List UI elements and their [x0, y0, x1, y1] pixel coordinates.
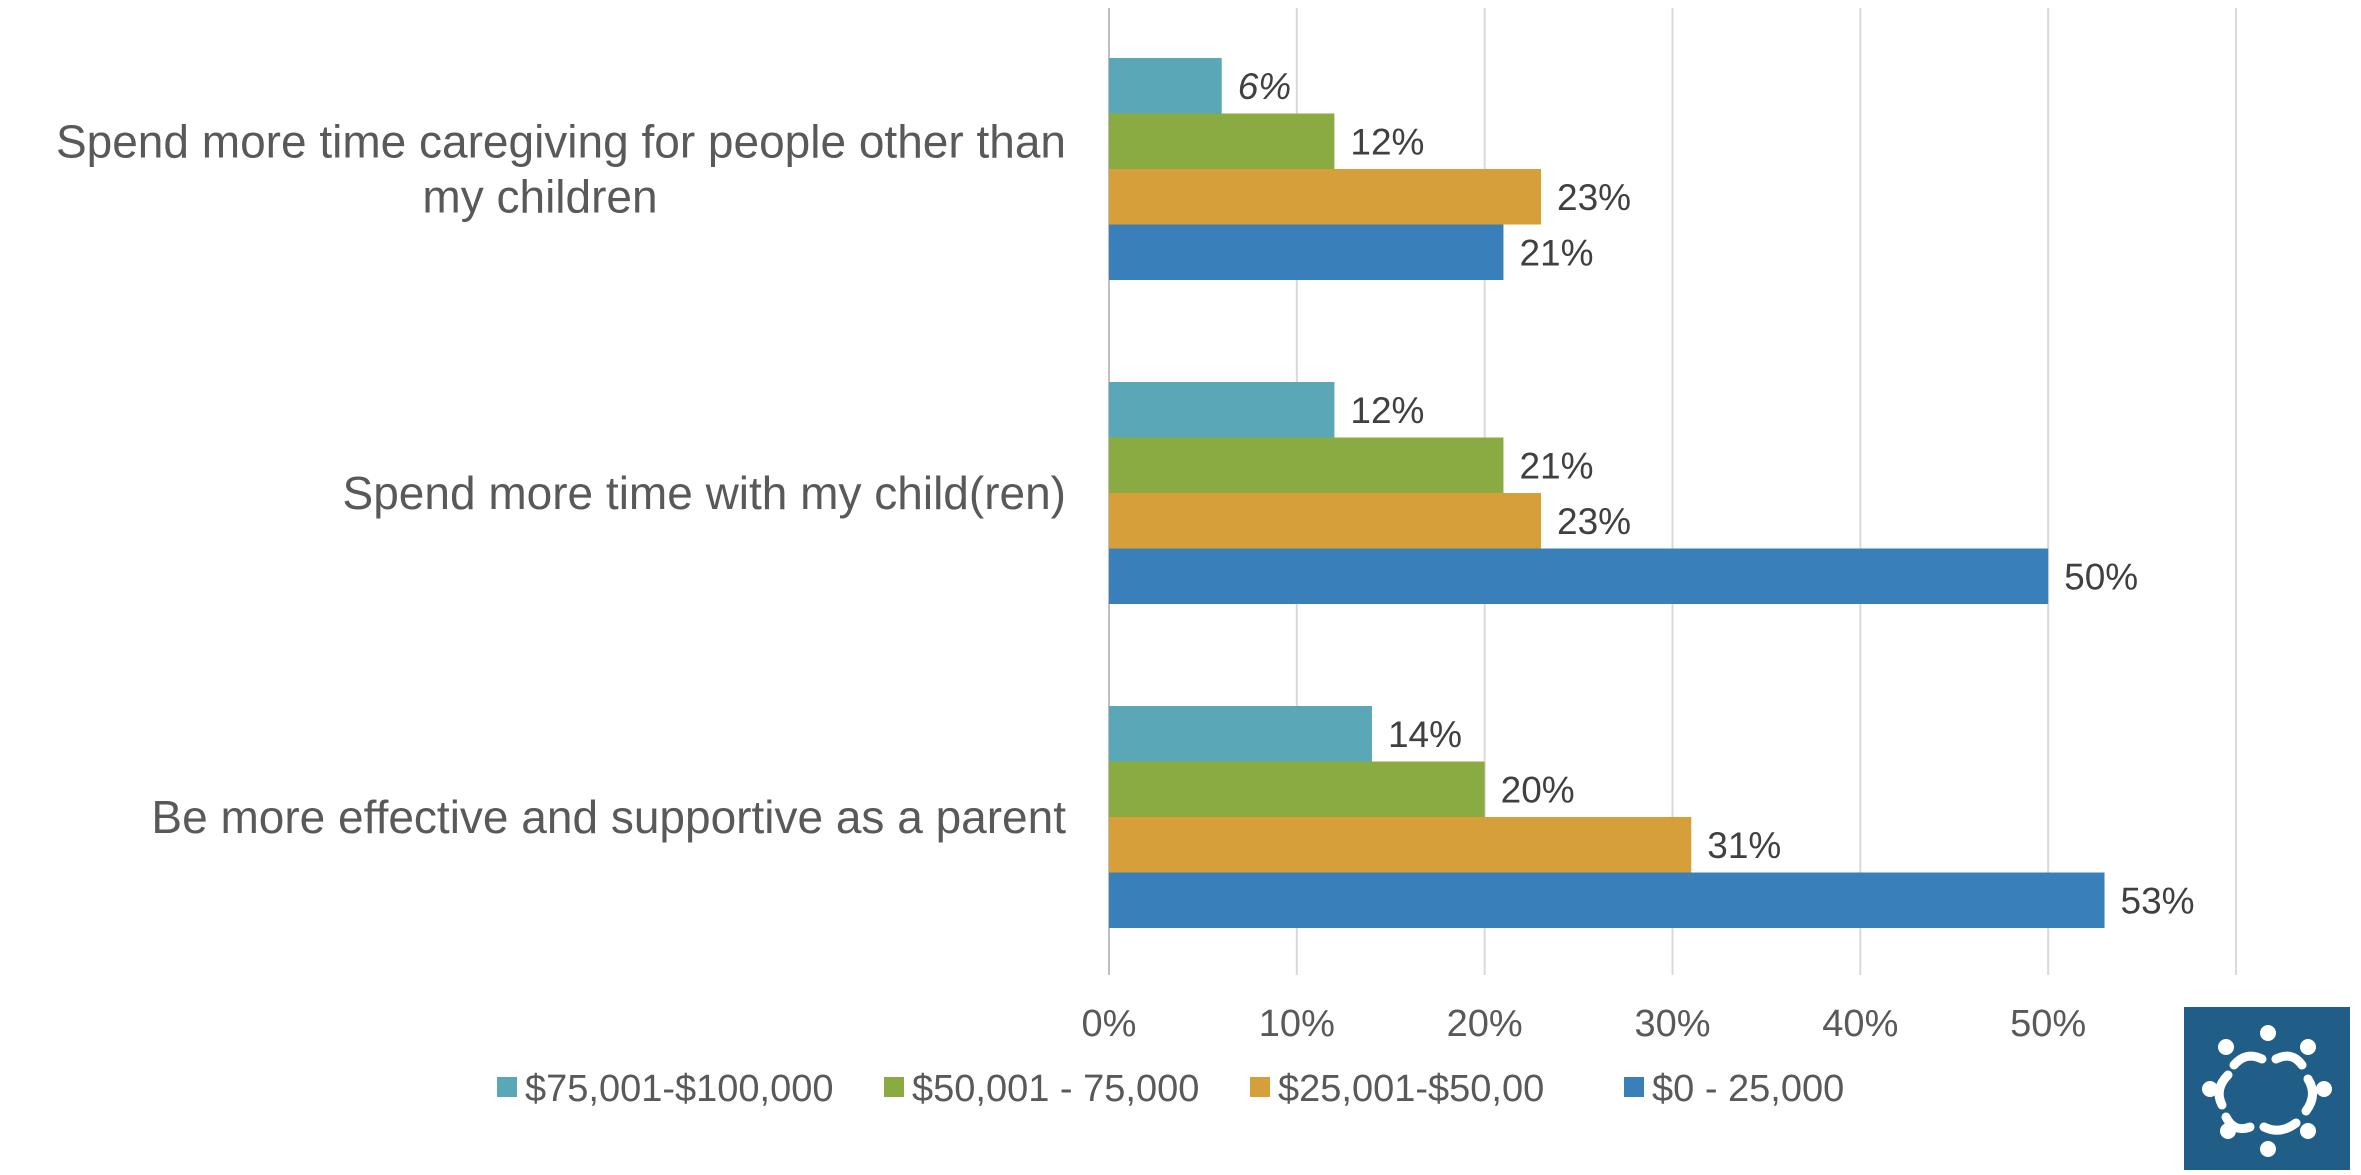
- x-tick-label: 10%: [1259, 1003, 1335, 1045]
- legend-label: $75,001-$100,000: [525, 1068, 834, 1110]
- data-label: 21%: [1519, 232, 1593, 273]
- data-label: 23%: [1557, 177, 1631, 218]
- bar: [1109, 58, 1222, 114]
- bar: [1109, 493, 1542, 549]
- legend-swatch: [497, 1077, 517, 1097]
- bar: [1109, 761, 1485, 817]
- x-tick-label: 40%: [1822, 1003, 1898, 1045]
- bar: [1109, 382, 1335, 438]
- category-label: my children: [422, 171, 657, 223]
- legend-swatch: [1624, 1077, 1644, 1097]
- legend-label: $0 - 25,000: [1652, 1068, 1844, 1110]
- legend-swatch: [1250, 1077, 1270, 1097]
- bars: [1109, 58, 2105, 928]
- category-label: Be more effective and supportive as a pa…: [151, 791, 1066, 843]
- category-label: Spend more time with my child(ren): [343, 467, 1066, 519]
- x-tick-label: 30%: [1634, 1003, 1710, 1045]
- data-label: 21%: [1519, 445, 1593, 486]
- data-label: 53%: [2121, 880, 2195, 921]
- bar: [1109, 169, 1542, 225]
- data-labels: 6% 12% 23% 21% 12% 21% 23% 50% 14% 20% 31% 53%: [1238, 66, 2195, 922]
- bar: [1109, 224, 1504, 280]
- data-label: 12%: [1350, 390, 1424, 431]
- legend-label: $25,001-$50,00: [1278, 1068, 1544, 1110]
- bar: [1109, 872, 2105, 928]
- data-label: 6%: [1238, 66, 1291, 107]
- category-label: Spend more time caregiving for people ot…: [56, 116, 1066, 168]
- data-label: 50%: [2064, 556, 2138, 597]
- legend-swatch: [884, 1077, 904, 1097]
- circle-of-people-logo-icon: [2202, 1025, 2332, 1157]
- data-label: 14%: [1388, 714, 1462, 755]
- category-labels: Spend more time caregiving for people ot…: [56, 116, 1066, 844]
- organization-logo: [2184, 1007, 2350, 1170]
- x-tick-label: 0%: [1082, 1003, 1137, 1045]
- data-label: 31%: [1707, 825, 1781, 866]
- bar: [1109, 817, 1692, 873]
- legend: $75,001-$100,000 $50,001 - 75,000 $25,001-…: [497, 1068, 1844, 1110]
- legend-label: $50,001 - 75,000: [912, 1068, 1199, 1110]
- x-tick-label: 20%: [1447, 1003, 1523, 1045]
- x-axis-ticks: 0%10%20%30%40%50%60%: [1082, 1003, 2274, 1045]
- bar: [1109, 548, 2049, 604]
- x-tick-label: 50%: [2010, 1003, 2086, 1045]
- bar: [1109, 706, 1372, 762]
- bar: [1109, 113, 1335, 169]
- bar: [1109, 437, 1504, 493]
- data-label: 20%: [1501, 769, 1575, 810]
- data-label: 23%: [1557, 501, 1631, 542]
- data-label: 12%: [1350, 121, 1424, 162]
